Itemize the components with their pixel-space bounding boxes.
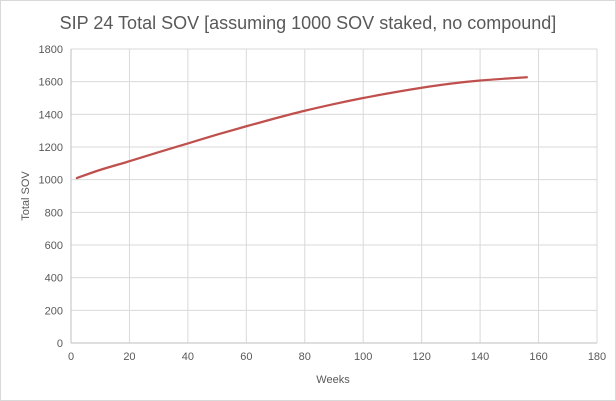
y-tick-label: 600	[45, 240, 63, 252]
y-tick-label: 800	[45, 207, 63, 219]
series-group	[75, 76, 528, 180]
x-axis-ticks: 0 20 40 60 80 100 120 140 160 180	[68, 351, 606, 363]
x-axis-title: Weeks	[316, 374, 350, 386]
y-tick-label: 0	[57, 338, 63, 350]
y-tick-label: 1600	[39, 77, 63, 89]
x-tick-label: 80	[299, 351, 311, 363]
x-tick-label: 100	[354, 351, 372, 363]
axes	[70, 49, 597, 344]
y-tick-label: 1800	[39, 44, 63, 56]
x-tick-label: 0	[68, 351, 74, 363]
y-tick-label: 1000	[39, 175, 63, 187]
y-tick-label: 1400	[39, 109, 63, 121]
x-tick-label: 120	[412, 351, 430, 363]
x-tick-label: 40	[182, 351, 194, 363]
x-tick-label: 20	[123, 351, 135, 363]
gridlines	[71, 48, 598, 343]
y-tick-label: 400	[45, 273, 63, 285]
series-line	[75, 76, 528, 180]
x-tick-label: 160	[529, 351, 547, 363]
x-tick-label: 140	[471, 351, 489, 363]
x-tick-label: 60	[240, 351, 252, 363]
x-tick-label: 180	[588, 351, 606, 363]
y-tick-label: 1200	[39, 142, 63, 154]
y-axis-ticks: 0 200 400 600 800 1000 1200 1400 1600 1800	[39, 44, 63, 350]
chart-title: SIP 24 Total SOV [assuming 1000 SOV stak…	[60, 13, 557, 33]
y-tick-label: 200	[45, 305, 63, 317]
y-axis-title: Total SOV	[20, 171, 32, 221]
